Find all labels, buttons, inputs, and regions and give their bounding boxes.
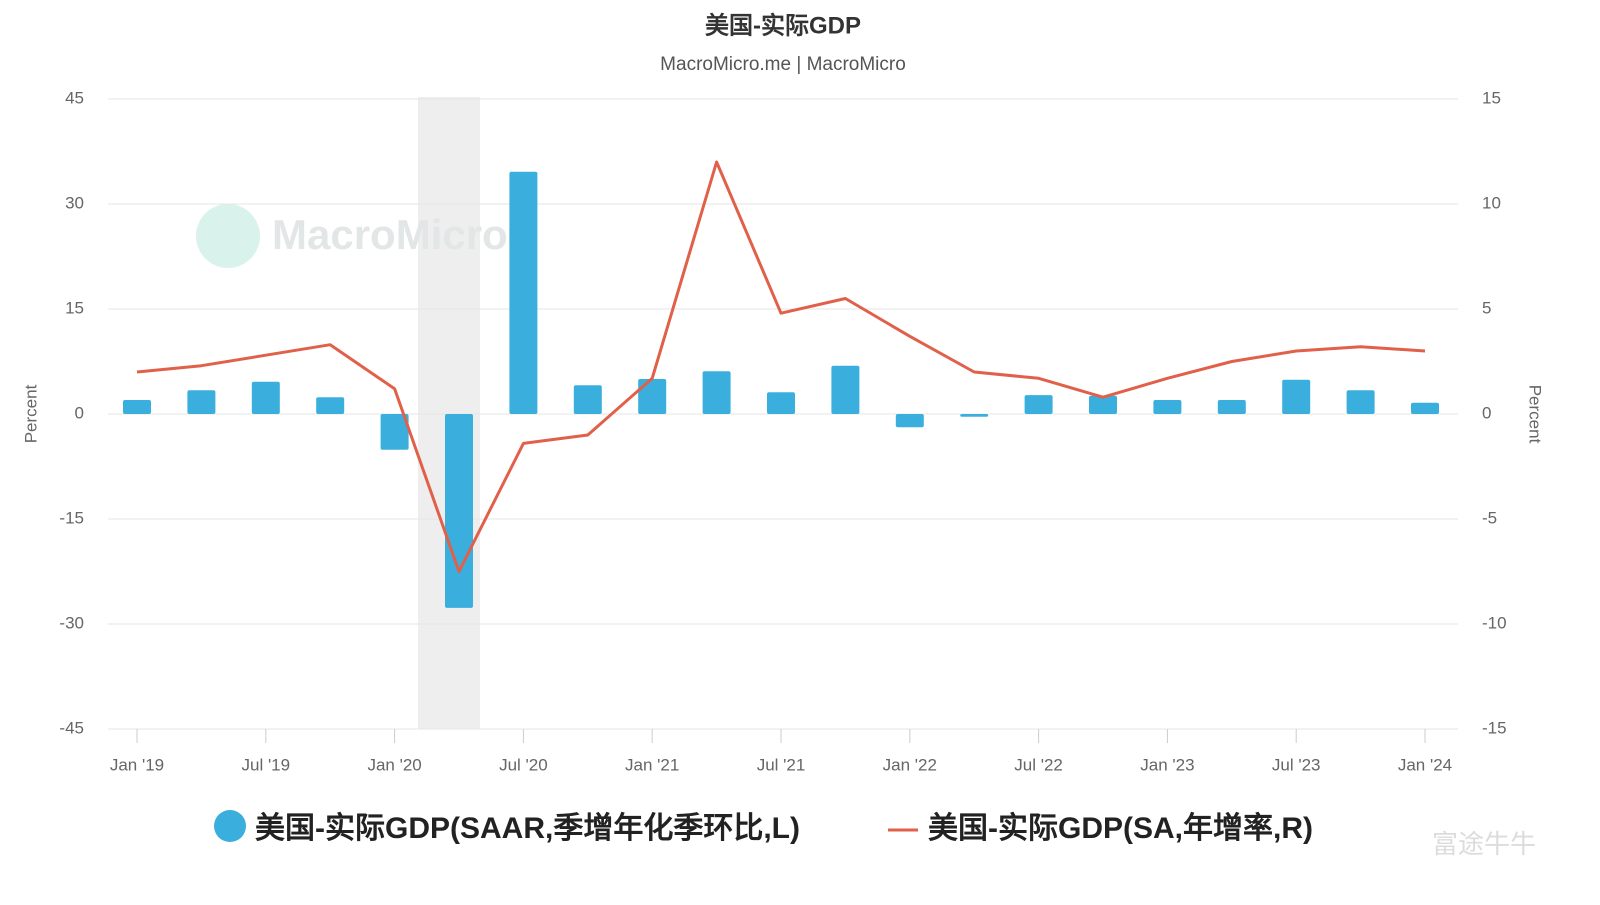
bar [380, 414, 409, 450]
bar [251, 381, 280, 414]
bar [1024, 395, 1053, 414]
bar [316, 397, 345, 414]
x-tick-label: Jan '24 [1398, 755, 1452, 774]
x-tick-label: Jan '19 [110, 755, 164, 774]
legend-label: 美国-实际GDP(SA,年增率,R) [928, 811, 1313, 845]
y2-tick-label: 0 [1482, 403, 1491, 422]
x-tick-label: Jul '19 [241, 755, 290, 774]
line [136, 160, 1426, 573]
chart-subtitle: MacroMicro.me | MacroMicro [660, 54, 906, 75]
y2-tick-label: -10 [1482, 613, 1507, 632]
watermark-logo [196, 204, 260, 268]
x-tick-label: Jul '23 [1272, 755, 1321, 774]
x-tick-label: Jul '20 [499, 755, 548, 774]
bar [831, 365, 860, 414]
y2-tick-label: 10 [1482, 193, 1501, 212]
bar [1282, 379, 1311, 414]
bar [1346, 390, 1375, 414]
y-tick-label: -30 [59, 613, 84, 632]
bar [509, 171, 538, 414]
legend-swatch [214, 810, 246, 842]
bar [1089, 395, 1117, 414]
x-tick-label: Jan '22 [883, 755, 937, 774]
bar [1153, 400, 1182, 414]
x-tick-label: Jan '23 [1140, 755, 1194, 774]
watermark: MacroMicro [272, 211, 508, 258]
bar [1217, 400, 1246, 414]
bar [1411, 402, 1439, 414]
y-tick-label: 30 [65, 193, 84, 212]
bar [573, 385, 602, 414]
y-tick-label: 15 [65, 298, 84, 317]
y2-tick-label: -15 [1482, 718, 1507, 737]
bar [638, 379, 667, 414]
chart-title: 美国-实际GDP [705, 11, 861, 39]
y2-tick-label: 5 [1482, 298, 1491, 317]
recession-band [418, 97, 480, 729]
y-tick-label: 45 [65, 88, 84, 107]
x-tick-label: Jan '20 [367, 755, 421, 774]
bar [187, 390, 216, 414]
x-tick-label: Jan '21 [625, 755, 679, 774]
y-axis-label: Percent [21, 384, 40, 443]
y-tick-label: -45 [59, 718, 84, 737]
bar [702, 371, 731, 414]
watermark: 富途牛牛 [1432, 829, 1536, 859]
bar [123, 400, 151, 414]
legend-label: 美国-实际GDP(SAAR,季增年化季环比,L) [255, 811, 800, 845]
y-tick-label: 0 [75, 403, 84, 422]
x-tick-label: Jul '21 [757, 755, 806, 774]
y2-axis-label: Percent [1526, 385, 1545, 444]
bar [445, 414, 473, 608]
y2-tick-label: -5 [1482, 508, 1497, 527]
y-tick-label: -15 [59, 508, 84, 527]
x-tick-label: Jul '22 [1014, 755, 1063, 774]
y2-tick-label: 15 [1482, 88, 1501, 107]
bar [767, 392, 795, 414]
bar [895, 414, 924, 428]
bar [960, 414, 989, 417]
